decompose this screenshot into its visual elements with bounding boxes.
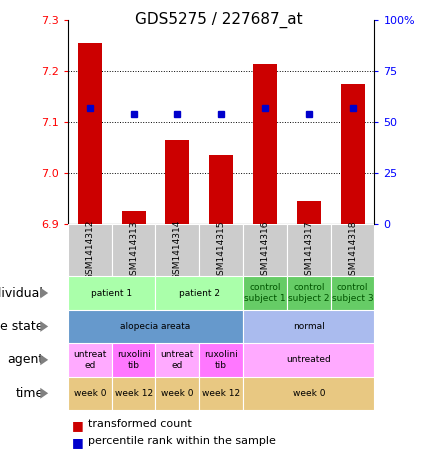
Text: GSM1414316: GSM1414316 <box>261 220 269 280</box>
Text: week 0: week 0 <box>74 389 106 398</box>
Text: untreat
ed: untreat ed <box>73 350 106 370</box>
Text: control
subject 1: control subject 1 <box>244 283 286 303</box>
Text: untreated: untreated <box>286 355 331 364</box>
Bar <box>287 224 331 276</box>
Text: GSM1414314: GSM1414314 <box>173 220 182 280</box>
Text: time: time <box>16 387 44 400</box>
Bar <box>199 224 243 276</box>
Text: patient 1: patient 1 <box>91 289 132 298</box>
Text: untreat
ed: untreat ed <box>161 350 194 370</box>
Bar <box>155 343 199 376</box>
Text: control
subject 3: control subject 3 <box>332 283 374 303</box>
Text: GDS5275 / 227687_at: GDS5275 / 227687_at <box>135 11 303 28</box>
Bar <box>287 276 331 310</box>
Text: patient 2: patient 2 <box>179 289 220 298</box>
Text: week 12: week 12 <box>202 389 240 398</box>
Bar <box>199 343 243 376</box>
Text: individual: individual <box>0 287 44 299</box>
Bar <box>155 376 199 410</box>
Bar <box>155 276 243 310</box>
Bar <box>155 224 199 276</box>
Bar <box>297 201 321 224</box>
Bar <box>243 224 287 276</box>
Bar <box>243 343 374 376</box>
Text: normal: normal <box>293 322 325 331</box>
Text: alopecia areata: alopecia areata <box>120 322 191 331</box>
Text: disease state: disease state <box>0 320 44 333</box>
Text: GSM1414317: GSM1414317 <box>304 220 313 280</box>
Text: GSM1414315: GSM1414315 <box>217 220 226 280</box>
Text: week 12: week 12 <box>114 389 153 398</box>
Text: ■: ■ <box>72 436 84 449</box>
Bar <box>112 376 155 410</box>
Bar <box>68 376 112 410</box>
Bar <box>243 376 374 410</box>
Bar <box>243 310 374 343</box>
Bar <box>122 212 145 224</box>
Text: week 0: week 0 <box>293 389 325 398</box>
Text: percentile rank within the sample: percentile rank within the sample <box>88 436 276 446</box>
Bar <box>68 310 243 343</box>
Bar <box>68 276 155 310</box>
Bar <box>209 155 233 224</box>
Text: transformed count: transformed count <box>88 419 191 429</box>
Bar <box>331 224 374 276</box>
Text: GSM1414318: GSM1414318 <box>348 220 357 280</box>
Text: week 0: week 0 <box>161 389 194 398</box>
Bar <box>112 224 155 276</box>
Bar <box>253 64 277 224</box>
Text: GSM1414312: GSM1414312 <box>85 220 94 280</box>
Text: agent: agent <box>7 353 44 366</box>
Bar <box>331 276 374 310</box>
Bar <box>341 84 364 224</box>
Bar <box>166 140 190 224</box>
Bar <box>112 343 155 376</box>
Bar <box>68 343 112 376</box>
Text: control
subject 2: control subject 2 <box>288 283 329 303</box>
Text: ruxolini
tib: ruxolini tib <box>117 350 151 370</box>
Bar <box>68 224 112 276</box>
Text: GSM1414313: GSM1414313 <box>129 220 138 280</box>
Text: ■: ■ <box>72 419 84 432</box>
Bar <box>78 43 102 224</box>
Bar <box>199 376 243 410</box>
Text: ruxolini
tib: ruxolini tib <box>204 350 238 370</box>
Bar <box>243 276 287 310</box>
